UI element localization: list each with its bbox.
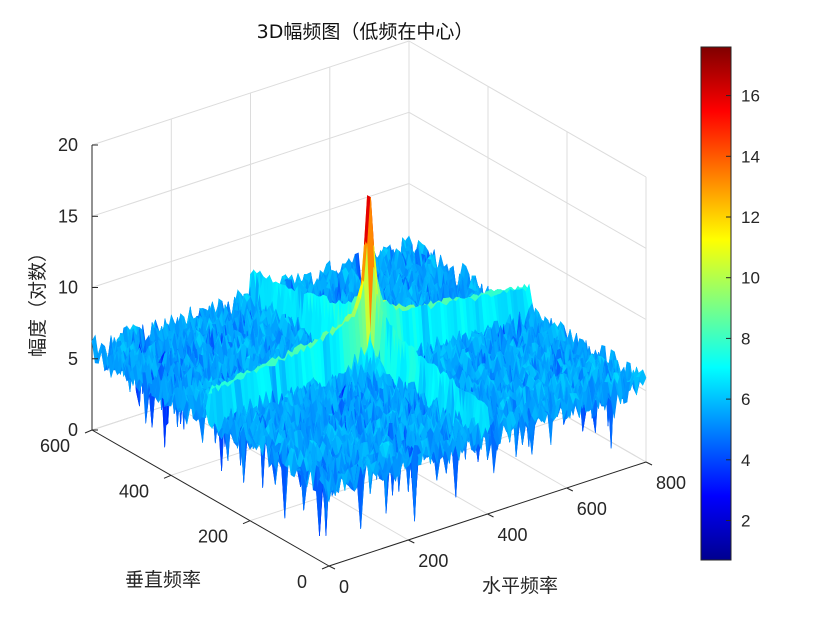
- grid-line: [408, 111, 647, 249]
- grid-line: [408, 183, 647, 320]
- grid-line: [91, 40, 410, 146]
- grid-line: [408, 40, 647, 178]
- grid-line: [91, 183, 410, 288]
- surface-plot: [91, 195, 647, 536]
- chart-title: 3D幅频图（低频在中心）: [257, 21, 474, 43]
- y-axis-line: [91, 429, 330, 567]
- grid-line: [91, 111, 410, 217]
